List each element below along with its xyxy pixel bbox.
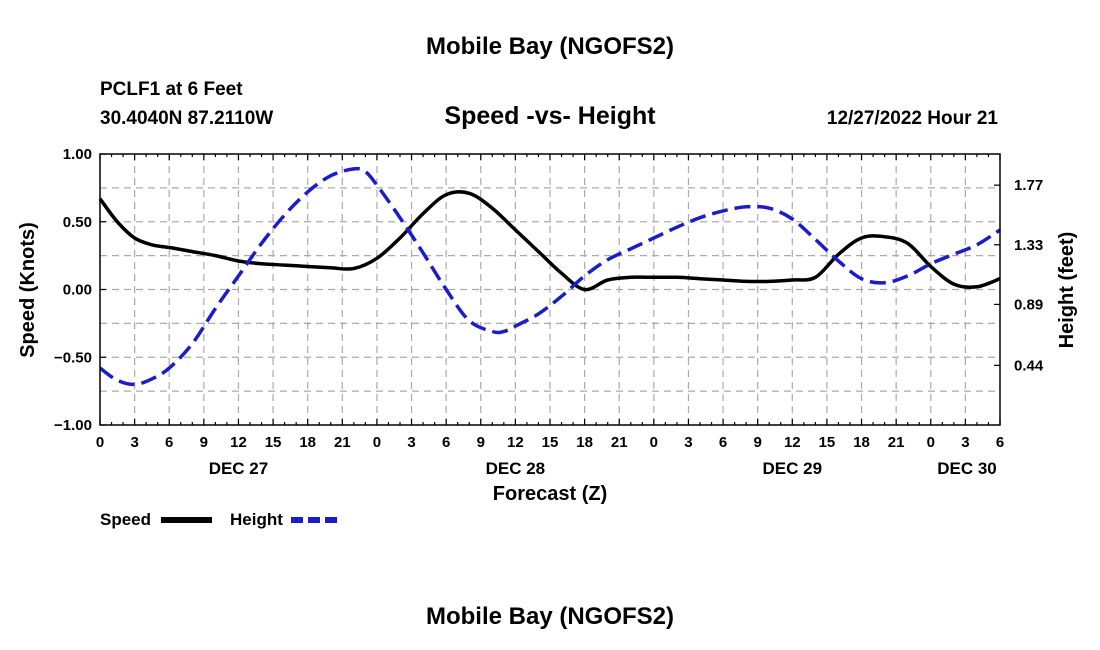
y-right-tick-label: 0.89 <box>1014 296 1043 313</box>
x-tick-label: 15 <box>819 434 836 451</box>
y-left-tick-label: 0.00 <box>63 282 92 299</box>
x-tick-label: 0 <box>96 434 104 451</box>
station-label: PCLF1 at 6 Feet <box>100 79 243 100</box>
x-tick-label: 18 <box>853 434 870 451</box>
axes: 0 3 6 9 12 15 18 21 0 3 6 9 12 15 18 21 0 3 6 9 12 15 18 21 0 3 6 1… <box>54 146 1044 478</box>
x-tick-label: 21 <box>334 434 351 451</box>
x-tick-label: 21 <box>888 434 905 451</box>
run-time-label: 12/27/2022 Hour 21 <box>827 108 999 129</box>
x-tick-label: 9 <box>754 434 762 451</box>
series <box>98 166 1001 387</box>
x-tick-label: 6 <box>165 434 173 451</box>
x-tick-label: 3 <box>961 434 969 451</box>
x-tick-label: 6 <box>442 434 450 451</box>
x-axis-label: Forecast (Z) <box>493 483 607 505</box>
series-line-height <box>98 166 1001 387</box>
chart-subtitle: Speed -vs- Height <box>444 102 656 130</box>
x-tick-label: 0 <box>373 434 381 451</box>
y-right-tick-label: 1.33 <box>1014 237 1043 254</box>
x-tick-label: 18 <box>576 434 593 451</box>
x-tick-label: 12 <box>507 434 524 451</box>
x-tick-label: 0 <box>927 434 935 451</box>
date-label: DEC 29 <box>763 459 823 478</box>
x-tick-label: 3 <box>130 434 138 451</box>
y-left-tick-label: 0.50 <box>63 214 92 231</box>
y-left-tick-label: 1.00 <box>63 146 92 163</box>
y-axis-right-label: Height (feet) <box>1056 232 1078 349</box>
date-label: DEC 27 <box>209 459 269 478</box>
y-right-tick-label: 0.44 <box>1014 357 1044 374</box>
x-tick-label: 9 <box>477 434 485 451</box>
date-label: DEC 30 <box>937 459 997 478</box>
y-right-tick-label: 1.77 <box>1014 177 1043 194</box>
x-tick-label: 12 <box>784 434 801 451</box>
plot-frame <box>99 153 1001 426</box>
legend-speed-label: Speed <box>100 510 151 529</box>
y-left-tick-label: −1.00 <box>54 417 92 434</box>
legend-height-label: Height <box>230 510 283 529</box>
chart-title: Mobile Bay (NGOFS2) <box>426 33 674 60</box>
x-tick-label: 18 <box>299 434 316 451</box>
x-tick-label: 0 <box>650 434 658 451</box>
date-label: DEC 28 <box>486 459 546 478</box>
y-left-tick-label: −0.50 <box>54 349 92 366</box>
x-tick-label: 21 <box>611 434 628 451</box>
y-axis-left-label: Speed (Knots) <box>17 222 39 358</box>
series-line-speed <box>98 190 1001 292</box>
x-tick-label: 9 <box>200 434 208 451</box>
grid <box>100 154 1000 425</box>
location-label: 30.4040N 87.2110W <box>100 108 273 129</box>
legend: Speed Height <box>100 510 342 529</box>
x-tick-label: 12 <box>230 434 247 451</box>
x-tick-label: 15 <box>542 434 559 451</box>
x-tick-label: 6 <box>996 434 1004 451</box>
x-tick-label: 6 <box>719 434 727 451</box>
x-tick-label: 15 <box>265 434 282 451</box>
x-tick-label: 3 <box>684 434 692 451</box>
bottom-title: Mobile Bay (NGOFS2) <box>426 603 674 630</box>
x-tick-label: 3 <box>407 434 415 451</box>
